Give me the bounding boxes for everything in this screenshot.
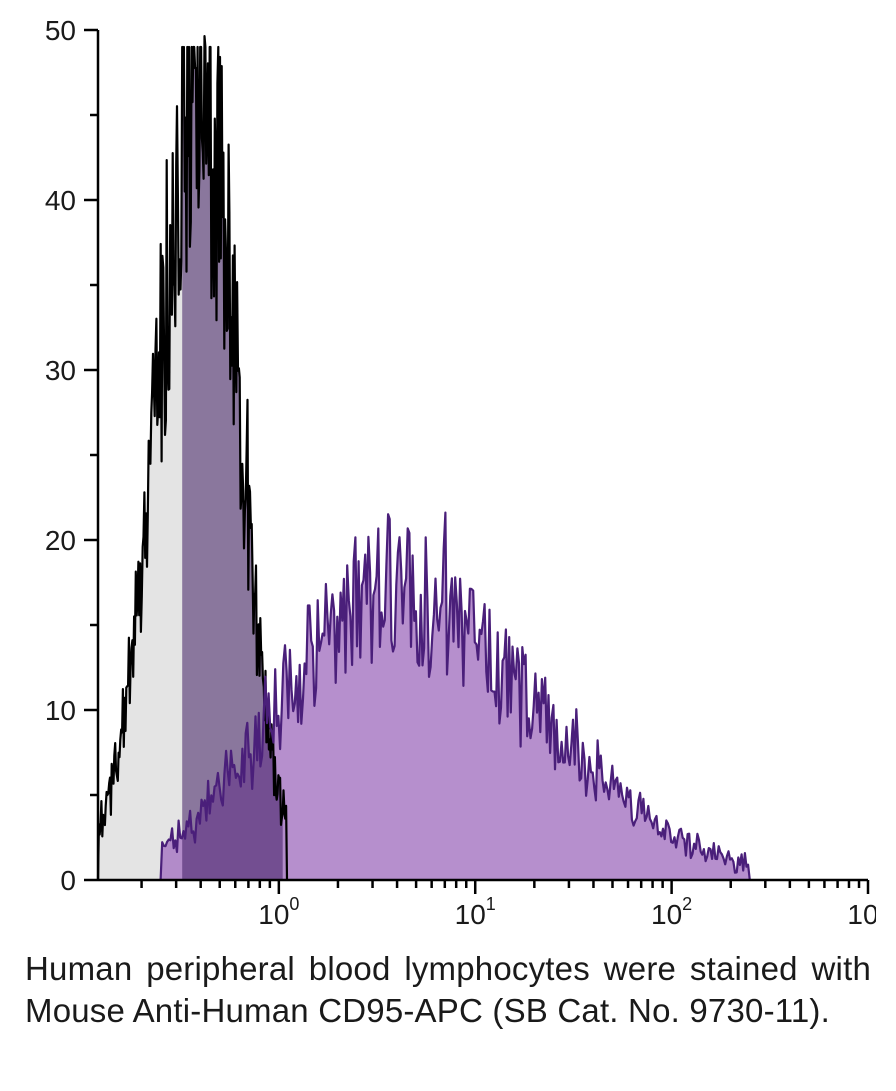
svg-text:10: 10 bbox=[45, 695, 76, 726]
svg-text:0: 0 bbox=[60, 865, 76, 896]
svg-text:20: 20 bbox=[45, 525, 76, 556]
svg-text:30: 30 bbox=[45, 355, 76, 386]
figure-container: 0 10 20 30 40 50 100 101 102 103 Human peripheral… bbox=[0, 0, 896, 1052]
figure-caption: Human peripheral blood lymphocytes were … bbox=[20, 930, 876, 1032]
chart-svg: 0 10 20 30 40 50 100 101 102 103 bbox=[20, 10, 876, 930]
svg-text:101: 101 bbox=[455, 894, 496, 930]
svg-text:103: 103 bbox=[847, 894, 876, 930]
svg-text:40: 40 bbox=[45, 185, 76, 216]
svg-text:50: 50 bbox=[45, 15, 76, 46]
svg-text:102: 102 bbox=[651, 894, 692, 930]
flow-cytometry-histogram: 0 10 20 30 40 50 100 101 102 103 bbox=[20, 10, 876, 930]
svg-text:100: 100 bbox=[258, 894, 299, 930]
